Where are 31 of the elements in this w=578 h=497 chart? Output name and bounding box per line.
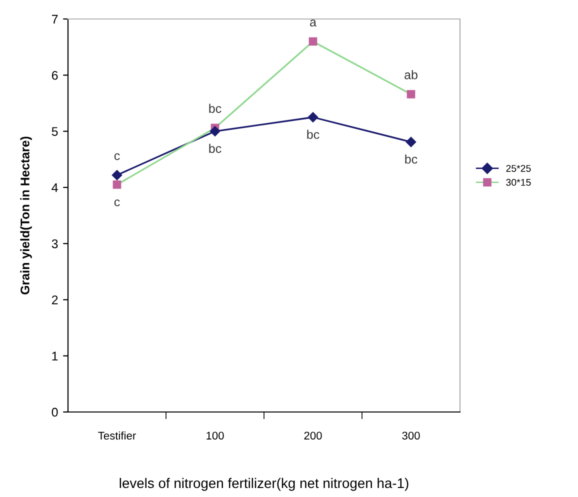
y-tick-label: 4 [52,183,58,192]
annotation: bc [209,104,222,113]
point [210,126,220,137]
point [308,37,318,46]
legend-label: 25*25 [506,164,531,172]
point [112,180,122,189]
annotation: bc [405,154,418,164]
y-tick-label: 1 [52,352,58,360]
y-tick-label: 7 [52,14,58,24]
y-tick-label: 2 [52,296,58,304]
x-tick-label: 300 [402,432,420,440]
y-tick-label: 0 [52,408,58,417]
legend-label: 30*15 [506,178,531,186]
x-axis-title: levels of nitrogen fertilizer(kg net nitrogen ha-1) [120,478,408,491]
y-axis-title: Grain yield(Ton in Hectare) [20,136,32,294]
point [406,90,416,98]
x-tick-label: Testifier [98,431,136,440]
annotation: c [114,199,120,206]
point [406,136,416,148]
y-tick-label: 3 [52,239,58,248]
annotation: bc [209,144,222,153]
point [112,170,122,180]
y-tick-label: 6 [52,70,58,80]
annotation: c [114,153,120,160]
y-tick-label: 5 [52,127,58,136]
annotation: a [310,20,316,26]
x-tick-label: 100 [206,432,224,440]
point [308,112,318,123]
annotation: bc [307,130,320,139]
x-tick-label: 200 [304,432,322,440]
annotation: ab [404,70,418,80]
